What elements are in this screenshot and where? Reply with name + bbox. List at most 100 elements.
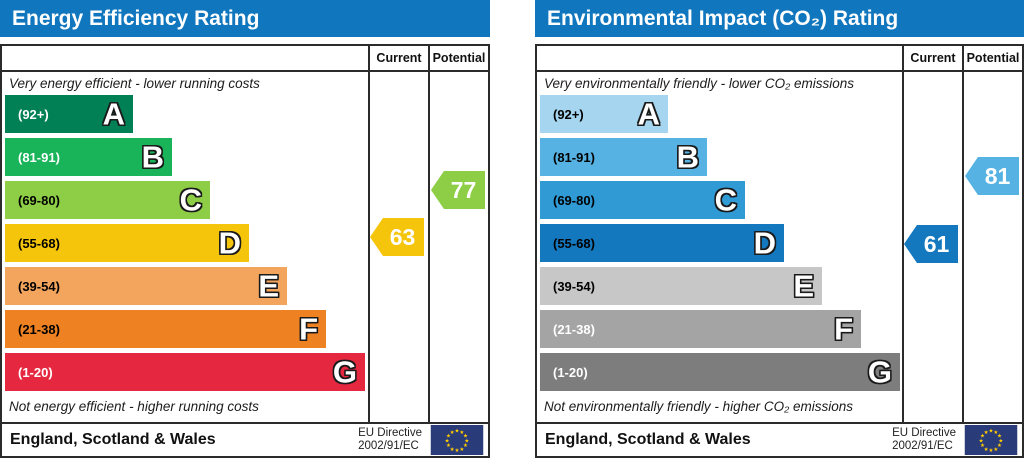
band-range-label: (69-80): [18, 192, 60, 208]
band-range-label: (81-91): [553, 149, 595, 165]
band-letter: G: [867, 354, 892, 390]
band-bar: (55-68) D: [540, 224, 784, 262]
column-header-row: Current Potential: [2, 46, 488, 72]
band-bar: (81-91) B: [5, 138, 172, 176]
band-row-b: (81-91) B: [540, 138, 707, 176]
band-range-label: (92+): [18, 106, 49, 122]
current-rating-arrow: 61: [904, 225, 958, 263]
rating-table: Current Potential Very energy efficient …: [0, 44, 490, 458]
band-range-label: (81-91): [18, 149, 60, 165]
band-bar: (1-20) G: [540, 353, 900, 391]
band-row-g: (1-20) G: [5, 353, 365, 391]
band-letter: B: [141, 139, 164, 175]
band-letter: E: [258, 268, 279, 304]
caption-top: Very environmentally friendly - lower CO…: [544, 76, 854, 91]
potential-rating-value: 81: [984, 162, 1011, 189]
eu-directive-label: EU Directive 2002/91/EC: [358, 427, 422, 453]
band-range-label: (1-20): [18, 364, 53, 380]
eu-directive-line2: 2002/91/EC: [892, 440, 953, 452]
eu-flag-icon: ★ ★★ ★★★ ★★★ ★★★: [964, 425, 1018, 455]
current-column: [368, 72, 428, 422]
potential-column-header: Potential: [428, 46, 488, 70]
band-range-label: (1-20): [553, 364, 588, 380]
band-range-label: (55-68): [553, 235, 595, 251]
svg-text:★: ★: [459, 429, 464, 436]
band-row-g: (1-20) G: [540, 353, 900, 391]
band-row-d: (55-68) D: [5, 224, 249, 262]
svg-text:★: ★: [454, 447, 459, 454]
band-row-f: (21-38) F: [5, 310, 326, 348]
potential-column: [428, 72, 488, 422]
band-row-c: (69-80) C: [540, 181, 745, 219]
band-row-d: (55-68) D: [540, 224, 784, 262]
svg-text:★: ★: [463, 442, 468, 449]
svg-text:★: ★: [454, 428, 459, 435]
band-bar: (69-80) C: [540, 181, 745, 219]
caption-bottom: Not energy efficient - higher running co…: [9, 399, 259, 414]
band-bar: (21-38) F: [5, 310, 326, 348]
band-bar: (92+) A: [5, 95, 133, 133]
svg-text:★: ★: [459, 446, 464, 453]
header-spacer: [537, 46, 902, 70]
eu-directive-line1: EU Directive: [358, 426, 422, 439]
svg-text:★: ★: [446, 442, 451, 449]
band-row-c: (69-80) C: [5, 181, 210, 219]
header-spacer: [2, 46, 368, 70]
chart-title: Environmental Impact (CO₂) Rating: [535, 0, 1024, 37]
svg-text:★: ★: [450, 446, 455, 453]
band-range-label: (69-80): [553, 192, 595, 208]
band-row-b: (81-91) B: [5, 138, 172, 176]
band-range-label: (39-54): [18, 278, 60, 294]
rating-body: Very energy efficient - lower running co…: [2, 72, 488, 422]
band-row-e: (39-54) E: [540, 267, 822, 305]
rating-table: Current Potential Very environmentally f…: [535, 44, 1024, 458]
band-letter: C: [179, 182, 202, 218]
band-bar: (55-68) D: [5, 224, 249, 262]
current-column-header: Current: [902, 46, 962, 70]
eu-flag-icon: ★ ★★ ★★★ ★★★ ★★★: [430, 425, 484, 455]
caption-bottom: Not environmentally friendly - higher CO…: [544, 399, 854, 414]
rating-body: Very environmentally friendly - lower CO…: [537, 72, 1022, 422]
svg-text:★: ★: [980, 432, 985, 439]
band-bar: (39-54) E: [5, 267, 287, 305]
band-bar: (21-38) F: [540, 310, 861, 348]
current-column: [902, 72, 962, 422]
current-rating-value: 63: [389, 223, 416, 250]
potential-rating-arrow: 77: [431, 171, 485, 209]
band-range-label: (39-54): [553, 278, 595, 294]
band-letter: F: [834, 311, 853, 347]
footer-region-label: England, Scotland & Wales: [10, 431, 216, 448]
eu-directive-line2: 2002/91/EC: [358, 440, 419, 452]
band-letter: G: [332, 354, 357, 390]
band-row-e: (39-54) E: [5, 267, 287, 305]
current-column-header: Current: [368, 46, 428, 70]
current-rating-arrow: 63: [370, 218, 424, 256]
svg-text:★: ★: [997, 432, 1002, 439]
environmental-impact-co2-rating-chart: Environmental Impact (CO₂) Rating Curren…: [535, 0, 1024, 460]
svg-text:★: ★: [979, 437, 984, 444]
column-header-row: Current Potential: [537, 46, 1022, 72]
band-range-label: (21-38): [553, 321, 595, 337]
band-row-f: (21-38) F: [540, 310, 861, 348]
svg-text:★: ★: [446, 432, 451, 439]
svg-text:★: ★: [998, 437, 1003, 444]
band-range-label: (55-68): [18, 235, 60, 251]
svg-text:★: ★: [450, 429, 455, 436]
band-row-a: (92+) A: [5, 95, 133, 133]
rating-scale-area: Very energy efficient - lower running co…: [2, 72, 368, 422]
energy-efficiency-rating-chart: Energy Efficiency Rating Current Potenti…: [0, 0, 490, 460]
band-range-label: (92+): [553, 106, 584, 122]
caption-top: Very energy efficient - lower running co…: [9, 76, 260, 91]
band-bar: (81-91) B: [540, 138, 707, 176]
chart-title: Energy Efficiency Rating: [0, 0, 490, 37]
svg-text:★: ★: [463, 432, 468, 439]
band-letter: E: [793, 268, 814, 304]
band-row-a: (92+) A: [540, 95, 668, 133]
potential-rating-value: 77: [450, 176, 477, 203]
svg-text:★: ★: [993, 429, 998, 436]
band-letter: A: [637, 96, 660, 132]
svg-text:★: ★: [980, 442, 985, 449]
potential-rating-arrow: 81: [965, 157, 1019, 195]
potential-column-header: Potential: [962, 46, 1022, 70]
band-bar: (1-20) G: [5, 353, 365, 391]
